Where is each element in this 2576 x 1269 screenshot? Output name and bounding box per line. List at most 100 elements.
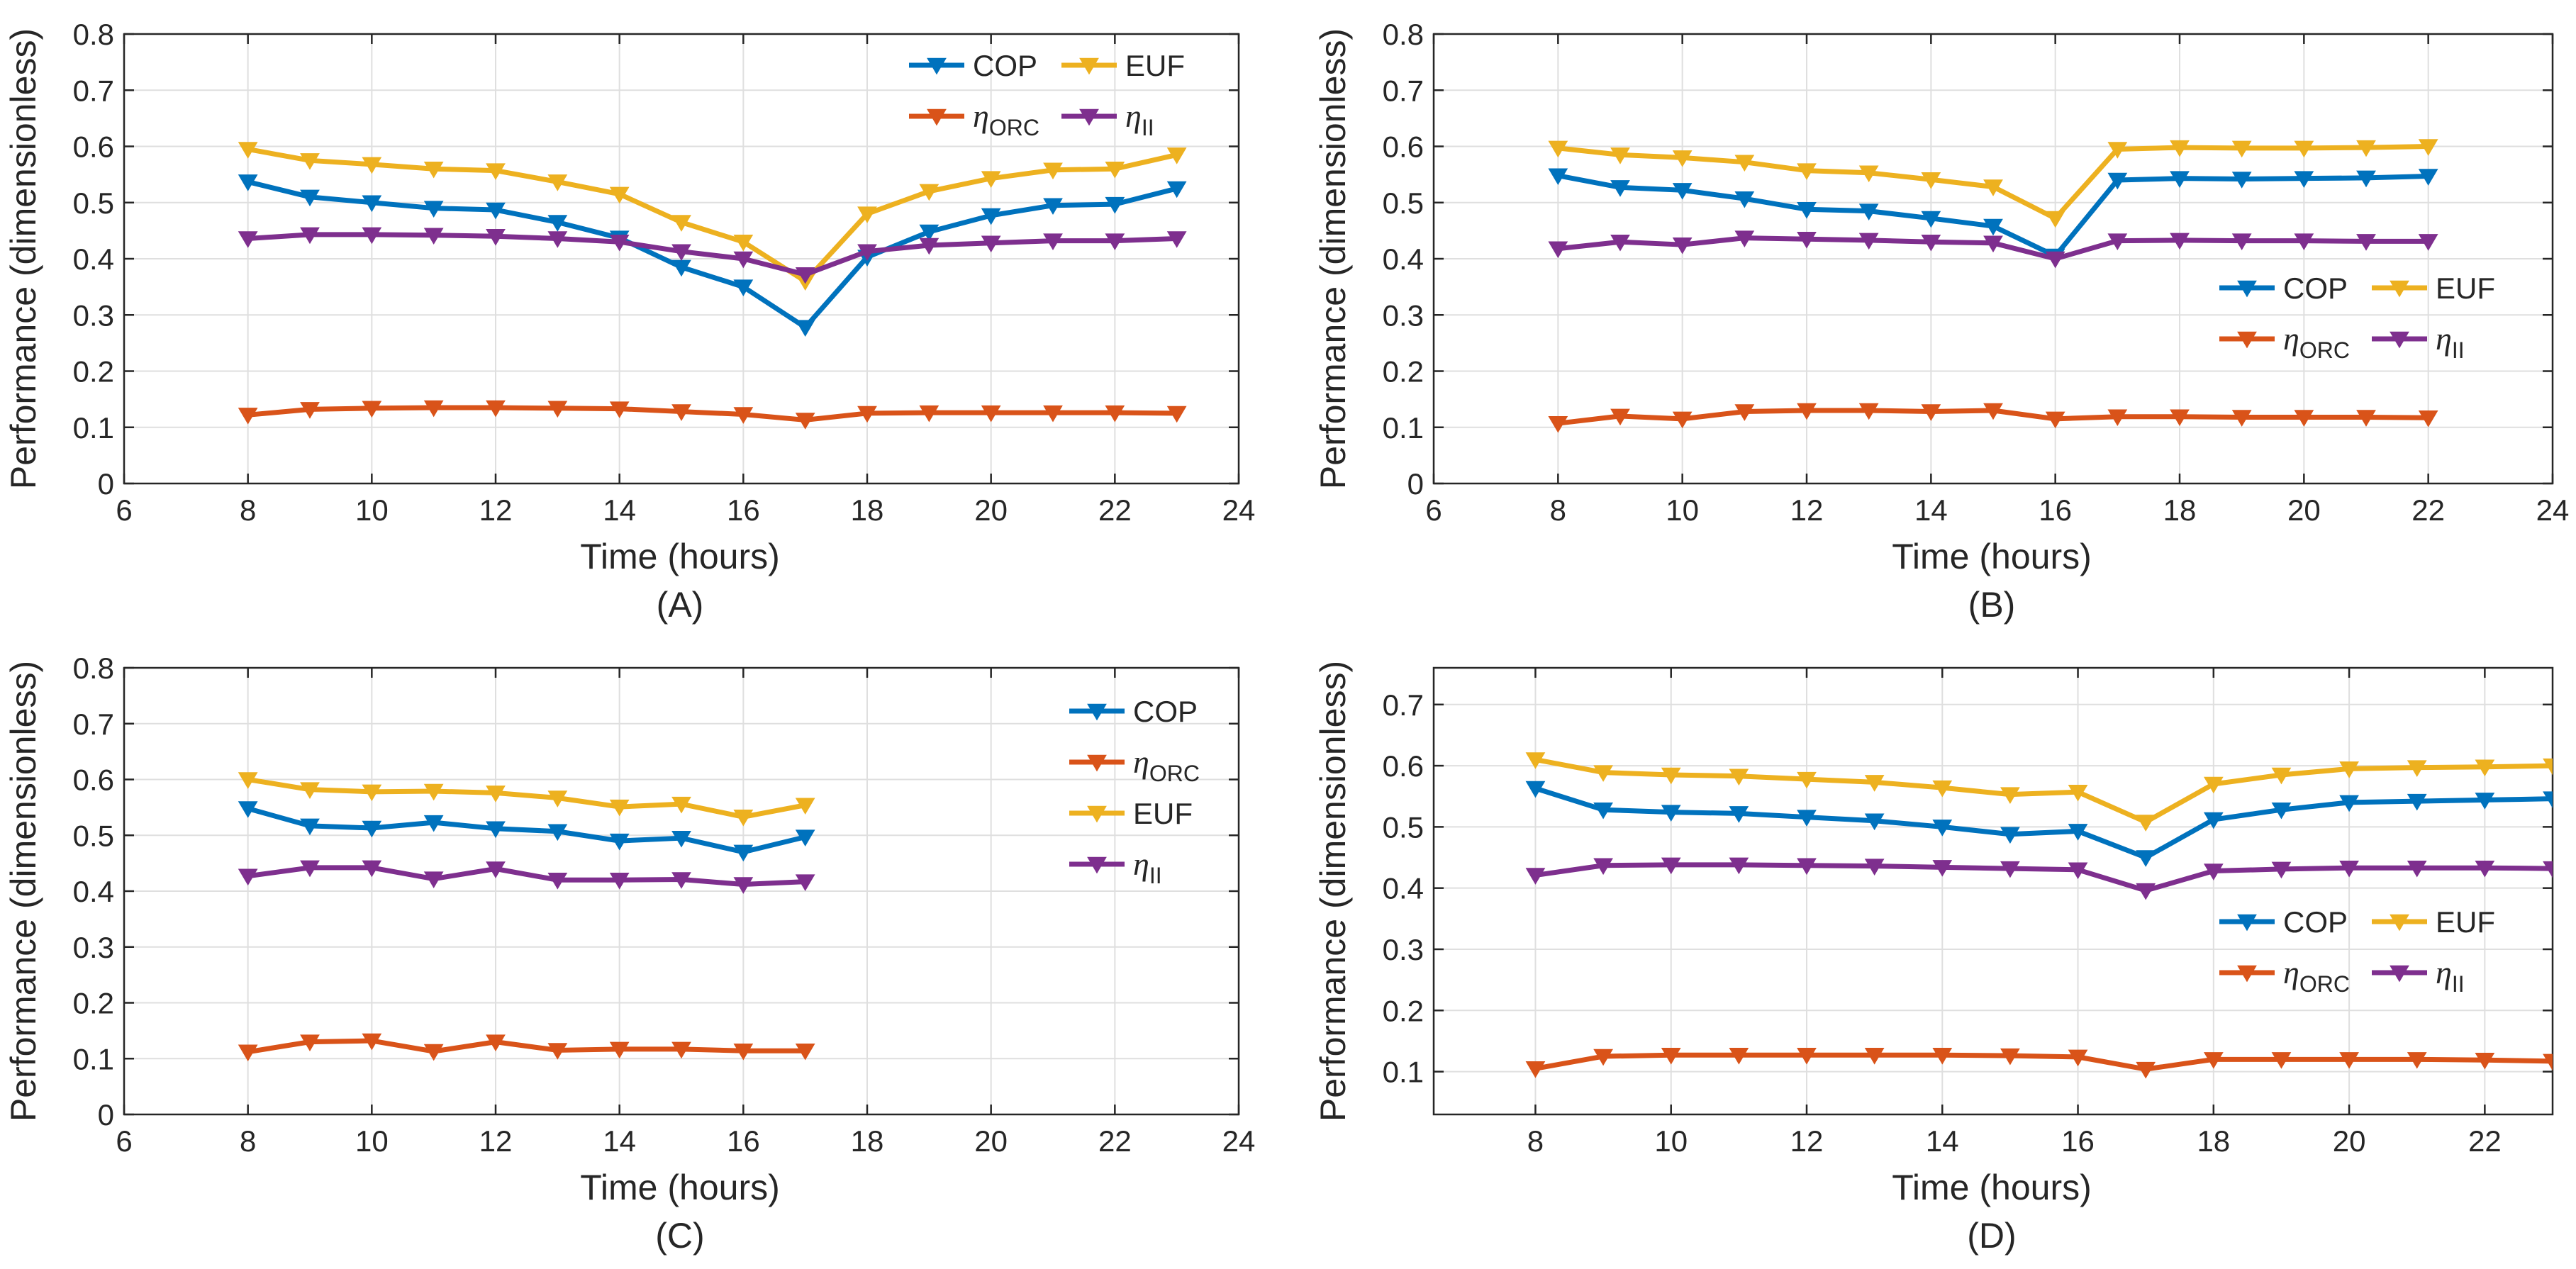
euf-point [1672,150,1693,167]
euf-point [981,171,1001,189]
eta-orc-point [857,406,877,423]
cop-point [1983,218,2003,236]
eta-orc-point [2107,409,2128,427]
euf-point [1729,768,1749,786]
legend-label: ηII [1133,846,1162,888]
grid [1434,34,2553,483]
eta-ii-point [1864,859,1885,876]
x-tick-label: 18 [2197,1124,2230,1158]
legend-swatch-marker [1087,703,1107,721]
eta-ii-point [919,237,939,255]
cop-point [2107,172,2128,190]
eta-orc-point [2136,1061,2156,1079]
legend-label: ηII [1125,98,1154,140]
cop-point [1593,802,1613,820]
legend-label: COP [973,49,1037,82]
eta-orc-point [1864,1048,1885,1065]
x-tick-label: 14 [1914,493,1948,527]
euf-point [2045,211,2065,228]
eta-ii-point [1734,230,1755,248]
cop-point [2271,802,2292,820]
legend-label: EUF [2436,905,2495,939]
cop-point [795,320,815,337]
eta-ii-point [2356,234,2376,251]
eta-orc-point [1548,415,1568,433]
cop-point [2339,795,2359,812]
x-tick-label: 12 [1790,1124,1824,1158]
x-tick-label: 14 [603,1124,636,1158]
cop-point [1734,191,1755,208]
cop-point [362,195,382,213]
eta-ii-point [2231,233,2252,250]
cop-series-line [247,806,806,855]
cop-point [1864,813,1885,831]
legend-item-eta-orc: ηORC [2219,320,2350,363]
legend-item-euf: EUF [1061,49,1185,82]
eta-ii-series-line [247,232,1177,277]
euf-series-line [247,147,1178,284]
euf-point [857,206,877,223]
x-axis-label: Time (hours) [1892,1168,2092,1207]
x-tick-label: 18 [851,1124,884,1158]
eta-ii-point [2000,861,2020,878]
euf-point [1166,147,1187,164]
eta-orc-point [2045,411,2065,429]
eta-ii-point [1983,235,2003,253]
eta-orc-point [1525,1061,1546,1078]
cop-point [1797,810,1817,827]
cop-point [1548,168,1568,186]
y-tick-label: 0.5 [73,819,114,852]
panel-b: 6 8 10 12 14 16 18 20 22 24 0 0.1 0.2 0.3 0.4 0.5 0.6 0.7… [1313,18,2569,625]
euf-point [238,772,258,789]
series-layer [1525,752,2553,1079]
x-tick-label: 12 [479,493,513,527]
cop-point [2475,793,2495,810]
eta-orc-point [486,1034,506,1051]
cop-point [2170,171,2190,189]
eta-ii-point [1105,233,1125,250]
eta-ii-point [2294,233,2314,250]
panel-label: (C) [655,1216,704,1256]
eta-ii-point [2045,251,2065,269]
eta-ii-point [547,231,568,248]
cop-point [1610,180,1630,197]
cop-point [2068,824,2088,841]
x-axis-label: Time (hours) [1892,537,2092,576]
eta-orc-point [300,402,320,419]
eta-ii-point [238,231,258,248]
panel-d: 8 10 12 14 16 18 20 22 0.1 0.2 0.3 0.4 0.5 0.6 0.7 Time… [1313,661,2554,1256]
x-tick-label: 6 [116,493,132,527]
panel-c: 6 8 10 12 14 16 18 20 22 24 0 0.1 0.2 0.3 0.4 0.5 0.6 0.7… [4,652,1255,1256]
eta-ii-point [1548,241,1568,259]
y-tick-label: 0.7 [73,708,114,741]
y-tick-label: 0.8 [73,18,114,51]
cop-point [2231,172,2252,189]
x-axis-label: Time (hours) [580,1168,780,1207]
eta-orc-point [671,1041,691,1059]
y-tick-label: 0.3 [1383,298,1424,332]
eta-orc-point [1797,1048,1817,1065]
eta-orc-point [486,400,506,418]
eta-ii-point [2107,233,2128,250]
eta-ii-point [2203,863,2224,881]
cop-point [2136,850,2156,867]
euf-series-line [1534,757,2553,824]
eta-orc-point [2294,410,2314,427]
x-axis-label: Time (hours) [580,537,780,576]
eta-orc-series-line [247,405,1177,423]
cop-point [238,801,258,818]
x-tick-label: 16 [727,493,760,527]
series-layer [238,142,1187,430]
eta-orc-point [300,1034,320,1051]
eta-orc-point [2203,1052,2224,1069]
legend-item-eta-ii: ηII [2372,954,2465,997]
euf-point [362,784,382,802]
euf-point [1734,155,1755,172]
cop-point [1797,202,1817,219]
eta-orc-point [1921,404,1941,421]
y-tick-label: 0.1 [73,411,114,445]
cop-point [300,189,320,207]
eta-ii-point [423,871,444,889]
legend-label: ηII [2436,320,2465,363]
euf-point [1921,172,1941,189]
